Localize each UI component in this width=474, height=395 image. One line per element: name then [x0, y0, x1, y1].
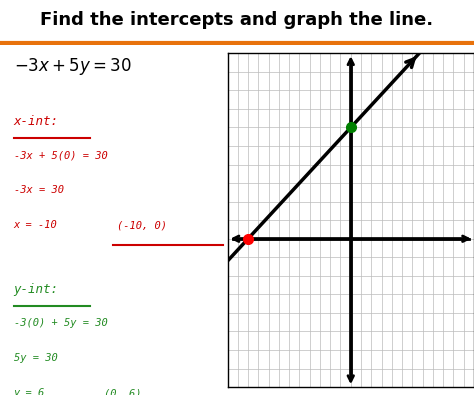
Text: (0, 6): (0, 6)	[103, 388, 141, 395]
Text: 5y = 30: 5y = 30	[13, 353, 57, 363]
Text: -3x + 5(0) = 30: -3x + 5(0) = 30	[13, 150, 107, 160]
Text: -3x = 30: -3x = 30	[13, 185, 64, 195]
Text: Find the intercepts and graph the line.: Find the intercepts and graph the line.	[40, 11, 434, 29]
Text: (-10, 0): (-10, 0)	[117, 220, 167, 230]
Text: $-3x + 5y = 30$: $-3x + 5y = 30$	[13, 56, 131, 77]
Text: x-int:: x-int:	[13, 115, 58, 128]
Text: x = -10: x = -10	[13, 220, 57, 230]
Text: -3(0) + 5y = 30: -3(0) + 5y = 30	[13, 318, 107, 328]
Text: y = 6: y = 6	[13, 388, 45, 395]
Text: y-int:: y-int:	[13, 283, 58, 296]
